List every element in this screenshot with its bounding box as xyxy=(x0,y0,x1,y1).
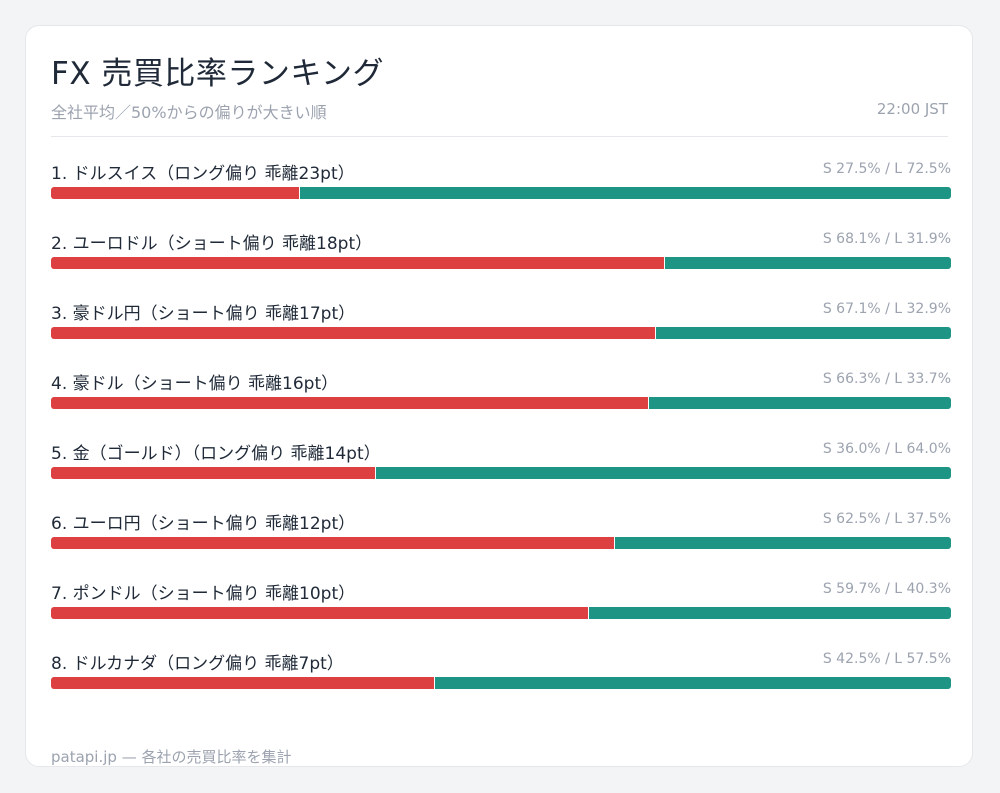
row-label: 5. 金（ゴールド）（ロング偏り 乖離14pt） xyxy=(51,444,381,464)
ratio-bar xyxy=(51,607,951,619)
segment-divider xyxy=(433,677,435,689)
short-segment xyxy=(51,537,614,549)
ranking-row: 1. ドルスイス（ロング偏り 乖離23pt） S 27.5% / L 72.5% xyxy=(51,159,951,229)
ranking-row: 5. 金（ゴールド）（ロング偏り 乖離14pt） S 36.0% / L 64.0… xyxy=(51,439,951,509)
header-divider xyxy=(51,136,948,137)
ratio-bar xyxy=(51,537,951,549)
segment-divider xyxy=(375,467,376,479)
long-segment xyxy=(299,187,951,199)
ratio-bar xyxy=(51,327,951,339)
long-segment xyxy=(648,397,951,409)
long-segment xyxy=(614,537,951,549)
row-label: 2. ユーロドル（ショート偏り 乖離18pt） xyxy=(51,234,373,254)
long-segment xyxy=(434,677,951,689)
row-ratio-text: S 66.3% / L 33.7% xyxy=(822,371,951,387)
footer-source: patapi.jp — 各社の売買比率を集計 xyxy=(51,748,292,766)
long-segment xyxy=(376,467,951,479)
row-ratio-text: S 42.5% / L 57.5% xyxy=(822,651,951,667)
short-segment xyxy=(51,327,655,339)
ranking-card: FX 売買比率ランキング 全社平均／50%からの偏りが大きい順 22:00 JS… xyxy=(25,25,973,767)
row-ratio-text: S 59.7% / L 40.3% xyxy=(822,581,951,597)
row-label: 6. ユーロ円（ショート偏り 乖離12pt） xyxy=(51,514,356,534)
ranking-row: 6. ユーロ円（ショート偏り 乖離12pt） S 62.5% / L 37.5% xyxy=(51,509,951,579)
short-segment xyxy=(51,607,589,619)
row-ratio-text: S 68.1% / L 31.9% xyxy=(822,231,951,247)
long-segment xyxy=(655,327,951,339)
long-segment xyxy=(589,607,951,619)
row-ratio-text: S 67.1% / L 32.9% xyxy=(822,301,951,317)
ratio-bar xyxy=(51,187,951,199)
segment-divider xyxy=(647,397,649,409)
short-segment xyxy=(51,257,664,269)
short-segment xyxy=(51,467,375,479)
segment-divider xyxy=(613,537,615,549)
ratio-bar xyxy=(51,677,951,689)
row-label: 3. 豪ドル円（ショート偏り 乖離17pt） xyxy=(51,304,356,324)
long-segment xyxy=(664,257,951,269)
segment-divider xyxy=(298,187,300,199)
ranking-row: 3. 豪ドル円（ショート偏り 乖離17pt） S 67.1% / L 32.9% xyxy=(51,299,951,369)
ranking-list: 1. ドルスイス（ロング偏り 乖離23pt） S 27.5% / L 72.5% 2… xyxy=(51,159,951,719)
segment-divider xyxy=(663,257,665,269)
short-segment xyxy=(51,397,648,409)
short-segment xyxy=(51,677,434,689)
row-label: 8. ドルカナダ（ロング偏り 乖離7pt） xyxy=(51,654,344,674)
chart-title: FX 売買比率ランキング xyxy=(51,56,384,92)
segment-divider xyxy=(588,607,590,619)
ratio-bar xyxy=(51,397,951,409)
ranking-row: 7. ポンドル（ショート偏り 乖離10pt） S 59.7% / L 40.3% xyxy=(51,579,951,649)
ratio-bar xyxy=(51,257,951,269)
row-ratio-text: S 27.5% / L 72.5% xyxy=(822,161,951,177)
ratio-bar xyxy=(51,467,951,479)
row-label: 7. ポンドル（ショート偏り 乖離10pt） xyxy=(51,584,356,604)
row-label: 1. ドルスイス（ロング偏り 乖離23pt） xyxy=(51,164,355,184)
ranking-row: 8. ドルカナダ（ロング偏り 乖離7pt） S 42.5% / L 57.5% xyxy=(51,649,951,719)
segment-divider xyxy=(654,327,656,339)
row-ratio-text: S 36.0% / L 64.0% xyxy=(822,441,951,457)
short-segment xyxy=(51,187,299,199)
row-label: 4. 豪ドル（ショート偏り 乖離16pt） xyxy=(51,374,339,394)
ranking-row: 2. ユーロドル（ショート偏り 乖離18pt） S 68.1% / L 31.9% xyxy=(51,229,951,299)
update-time: 22:00 JST xyxy=(876,100,948,118)
ranking-row: 4. 豪ドル（ショート偏り 乖離16pt） S 66.3% / L 33.7% xyxy=(51,369,951,439)
chart-subtitle: 全社平均／50%からの偏りが大きい順 xyxy=(51,103,327,122)
row-ratio-text: S 62.5% / L 37.5% xyxy=(822,511,951,527)
